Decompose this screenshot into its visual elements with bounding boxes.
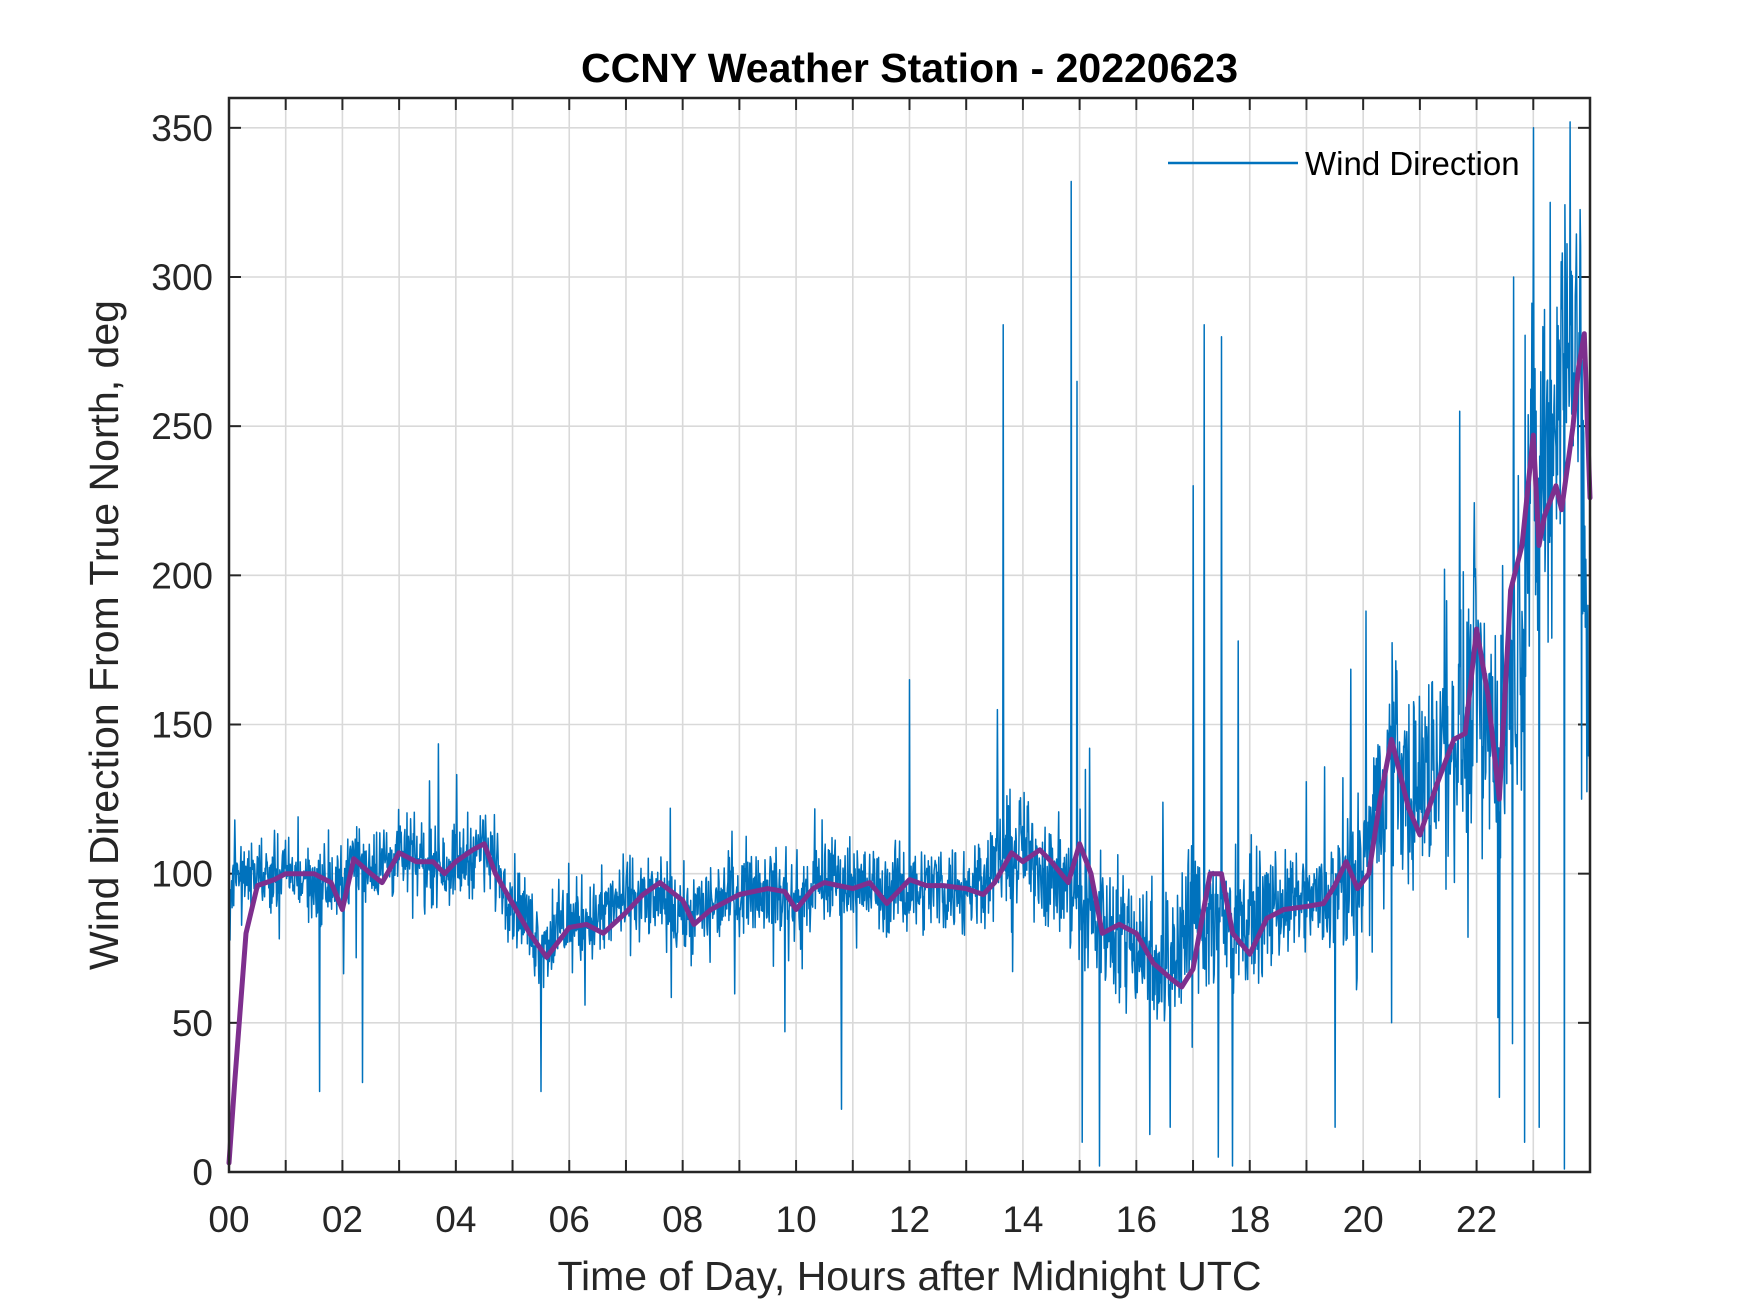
x-tick-label: 20 bbox=[1343, 1199, 1384, 1240]
x-tick-label: 08 bbox=[662, 1199, 703, 1240]
series-layer bbox=[226, 121, 1593, 1170]
x-tick-label: 16 bbox=[1116, 1199, 1157, 1240]
x-tick-label: 04 bbox=[435, 1199, 476, 1240]
series-smoothed bbox=[226, 331, 1593, 1166]
x-tick-label: 00 bbox=[208, 1199, 249, 1240]
y-axis-label: Wind Direction From True North, deg bbox=[81, 300, 127, 970]
y-tick-label: 200 bbox=[151, 555, 213, 596]
y-tick-label: 250 bbox=[151, 406, 213, 447]
x-axis-tick-labels: 00 02 04 06 08 10 12 14 16 18 20 22 bbox=[208, 1199, 1497, 1240]
x-tick-label: 02 bbox=[322, 1199, 363, 1240]
y-tick-label: 300 bbox=[151, 257, 213, 298]
x-tick-label: 14 bbox=[1002, 1199, 1043, 1240]
y-tick-label: 150 bbox=[151, 705, 213, 746]
x-tick-label: 18 bbox=[1229, 1199, 1270, 1240]
y-tick-label: 0 bbox=[192, 1152, 213, 1193]
y-tick-label: 50 bbox=[172, 1003, 213, 1044]
x-tick-label: 06 bbox=[549, 1199, 590, 1240]
x-tick-label: 10 bbox=[776, 1199, 817, 1240]
y-tick-label: 350 bbox=[151, 108, 213, 149]
series-wind-direction bbox=[228, 121, 1591, 1170]
x-axis-label: Time of Day, Hours after Midnight UTC bbox=[557, 1253, 1261, 1299]
x-tick-label: 22 bbox=[1456, 1199, 1497, 1240]
y-tick-label: 100 bbox=[151, 854, 213, 895]
legend: Wind Direction bbox=[1168, 145, 1520, 182]
axes-box bbox=[227, 96, 1592, 1174]
legend-entry-wind-direction: Wind Direction bbox=[1305, 145, 1520, 182]
y-axis-tick-labels: 0 50 100 150 200 250 300 350 bbox=[151, 108, 213, 1193]
x-tick-label: 12 bbox=[889, 1199, 930, 1240]
chart-title: CCNY Weather Station - 20220623 bbox=[581, 45, 1238, 91]
